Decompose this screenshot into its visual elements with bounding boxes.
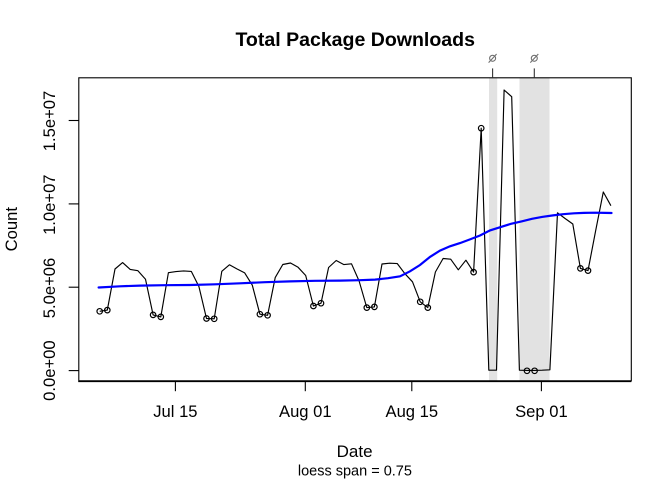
svg-text:Aug 15: Aug 15 <box>386 402 439 421</box>
svg-text:1.5e+07: 1.5e+07 <box>40 91 59 151</box>
svg-text:Jul 15: Jul 15 <box>153 402 197 421</box>
svg-text:Aug 01: Aug 01 <box>279 402 332 421</box>
svg-text:loess span = 0.75: loess span = 0.75 <box>298 464 412 480</box>
svg-text:Date: Date <box>337 442 373 461</box>
svg-text:Total Package Downloads: Total Package Downloads <box>235 29 475 51</box>
svg-text:Sep 01: Sep 01 <box>515 402 568 421</box>
svg-text:Count: Count <box>2 207 21 252</box>
svg-text:0.0e+00: 0.0e+00 <box>40 340 59 400</box>
svg-text:5.0e+06: 5.0e+06 <box>40 258 59 318</box>
svg-text:1.0e+07: 1.0e+07 <box>40 174 59 234</box>
